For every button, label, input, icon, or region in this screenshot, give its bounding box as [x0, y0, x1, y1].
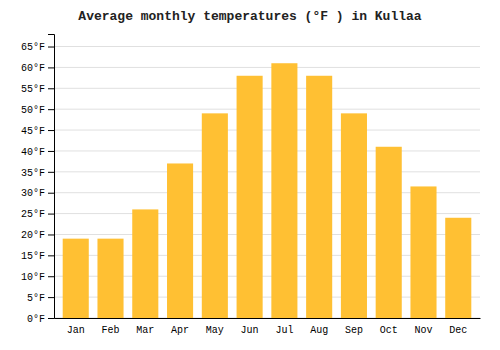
tick-mark: [48, 193, 54, 194]
bar: [167, 163, 193, 318]
tick: Jul: [275, 325, 293, 336]
tick-label: Feb: [102, 325, 120, 336]
bar: [132, 209, 158, 318]
tick: 15°F: [21, 251, 54, 262]
chart: 0°F 5°F 10°F 15°F 20°F 25°F 30°F 35°F 40°F 45°F 50…: [0, 0, 500, 350]
tick-label: Aug: [310, 325, 328, 336]
tick: Jan: [67, 325, 85, 336]
tick-label: 10°F: [21, 272, 45, 283]
tick: Dec: [449, 325, 467, 336]
tick-label: Apr: [171, 325, 189, 336]
axis-line: [48, 35, 55, 319]
tick: Sep: [345, 325, 363, 336]
tick-label: 60°F: [21, 63, 45, 74]
grid-line: [54, 171, 480, 172]
tick: 10°F: [21, 272, 54, 283]
tick-mark: [48, 151, 54, 152]
grid-line: [54, 109, 480, 110]
tick-mark: [48, 67, 54, 68]
tick-label: 0°F: [27, 314, 45, 325]
tick: 5°F: [27, 293, 54, 304]
tick: 35°F: [21, 168, 54, 179]
bar: [306, 76, 332, 318]
y-axis: 0°F 5°F 10°F 15°F 20°F 25°F 30°F 35°F 40°F 45°F 50…: [21, 35, 55, 325]
bar: [97, 239, 123, 318]
tick-mark: [48, 88, 54, 89]
tick-mark: [48, 130, 54, 131]
tick: 30°F: [21, 188, 54, 199]
tick-label: Jan: [67, 325, 85, 336]
tick-label: 35°F: [21, 168, 45, 179]
tick-mark: [48, 297, 54, 298]
tick: 25°F: [21, 209, 54, 220]
tick-label: 55°F: [21, 84, 45, 95]
tick-mark: [48, 109, 54, 110]
axis-line: [55, 318, 481, 319]
tick-label: Oct: [380, 325, 398, 336]
tick-mark: [48, 276, 54, 277]
tick-mark: [48, 255, 54, 256]
x-axis: Jan Feb Mar Apr May Jun Jul Aug Sep Oct Nov Dec: [55, 319, 481, 337]
tick: 20°F: [21, 230, 54, 241]
bar: [63, 239, 89, 318]
tick-label: Nov: [414, 325, 432, 336]
bar: [237, 76, 263, 318]
tick: Aug: [310, 325, 328, 336]
tick: 50°F: [21, 105, 54, 116]
tick: 0°F: [27, 314, 54, 325]
tick-label: Jul: [275, 325, 293, 336]
tick-mark: [48, 234, 54, 235]
bar: [410, 186, 436, 318]
bar: [341, 113, 367, 318]
bars: [63, 63, 472, 318]
tick-label: 25°F: [21, 209, 45, 220]
tick-label: Dec: [449, 325, 467, 336]
grid-line: [54, 130, 480, 131]
tick: Oct: [380, 325, 398, 336]
tick: Nov: [414, 325, 432, 336]
tick: 60°F: [21, 63, 54, 74]
tick-mark: [48, 47, 54, 48]
tick-label: 30°F: [21, 188, 45, 199]
tick-label: May: [206, 325, 224, 336]
tick-label: 50°F: [21, 105, 45, 116]
grid-line: [54, 88, 480, 89]
tick-label: Sep: [345, 325, 363, 336]
tick: 55°F: [21, 84, 54, 95]
tick: Feb: [102, 325, 120, 336]
tick-label: 15°F: [21, 251, 45, 262]
tick: Mar: [136, 325, 154, 336]
tick: 45°F: [21, 126, 54, 137]
tick-mark: [48, 172, 54, 173]
tick-label: 20°F: [21, 230, 45, 241]
plot: 0°F 5°F 10°F 15°F 20°F 25°F 30°F 35°F 40°F 45°F 50…: [21, 35, 481, 337]
tick-mark: [48, 318, 54, 319]
grid-line: [54, 46, 480, 47]
tick-label: Mar: [136, 325, 154, 336]
tick-label: Jun: [241, 325, 259, 336]
tick: Apr: [171, 325, 189, 336]
tick-label: 65°F: [21, 42, 45, 53]
title: Average monthly temperatures (°F ) in Ku…: [78, 9, 421, 24]
bar: [445, 218, 471, 318]
tick-label: 40°F: [21, 147, 45, 158]
tick: May: [206, 325, 224, 336]
bar: [376, 147, 402, 318]
tick: Jun: [241, 325, 259, 336]
tick-label: 5°F: [27, 293, 45, 304]
bar: [202, 113, 228, 318]
grid-line: [54, 150, 480, 151]
grid-line: [54, 67, 480, 68]
grid: [54, 47, 480, 318]
tick-mark: [48, 214, 54, 215]
tick-label: 45°F: [21, 126, 45, 137]
bar: [271, 63, 297, 318]
tick: 40°F: [21, 147, 54, 158]
tick: 65°F: [21, 42, 54, 53]
